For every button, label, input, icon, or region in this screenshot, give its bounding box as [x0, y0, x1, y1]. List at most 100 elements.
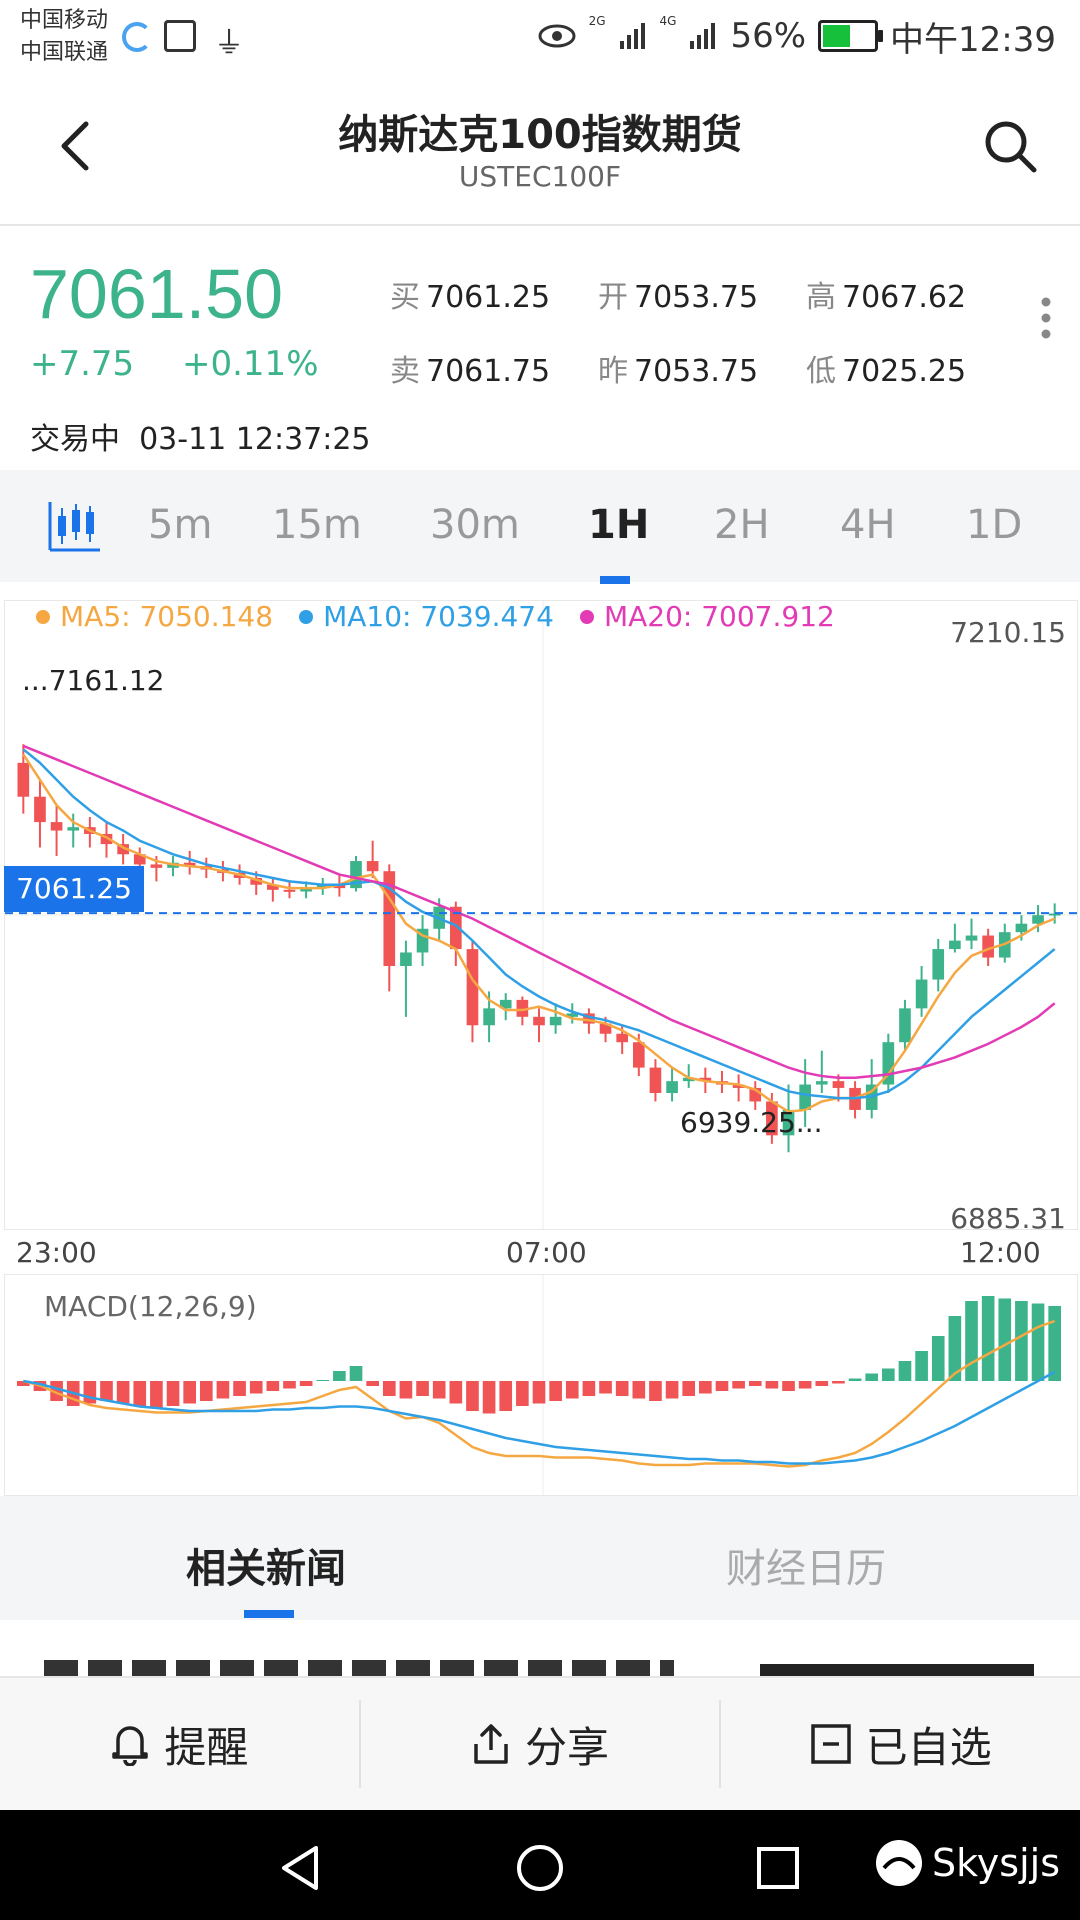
macd-histogram-bar — [649, 1381, 662, 1401]
tab-1h[interactable]: 1H — [588, 502, 650, 548]
candle-body — [67, 827, 80, 831]
page-title: 纳斯达克100指数期货 — [338, 112, 742, 158]
macd-histogram-bar — [848, 1378, 862, 1381]
candle-body — [1032, 915, 1044, 924]
macd-dea-line — [23, 1370, 1056, 1465]
macd-histogram-bar — [565, 1381, 579, 1399]
candle-body — [450, 906, 462, 950]
back-arrow-icon[interactable] — [50, 116, 110, 176]
candle-body — [283, 889, 296, 892]
macd-histogram-bar — [665, 1381, 679, 1399]
share-button[interactable]: 分享 — [361, 1700, 722, 1788]
macd-histogram-bar — [16, 1381, 30, 1386]
open-label: 开 — [598, 280, 628, 315]
macd-histogram-bar — [965, 1301, 978, 1381]
candle-body — [133, 854, 146, 865]
high-value: 7067.62 — [842, 280, 967, 315]
watermark-text: Skysjjs — [932, 1841, 1060, 1885]
candle-body — [949, 940, 961, 950]
watchlist-button[interactable]: 已自选 — [721, 1700, 1080, 1788]
nav-recents-icon[interactable] — [756, 1846, 800, 1890]
candle-body — [566, 1013, 579, 1017]
macd-histogram-bar — [100, 1381, 113, 1401]
macd-histogram-bar — [632, 1381, 646, 1399]
candle-body — [666, 1081, 678, 1094]
tab-4h[interactable]: 4H — [840, 502, 896, 548]
ask-label: 卖 — [390, 354, 420, 389]
candle-body — [932, 949, 945, 980]
signal-icon-1 — [619, 23, 645, 49]
macd-histogram-bar — [333, 1371, 346, 1381]
candlestick-chart-icon[interactable] — [46, 498, 102, 554]
tab-economic-calendar[interactable]: 财经日历 — [726, 1546, 886, 1592]
candle-body — [982, 935, 994, 958]
macd-histogram-bar — [882, 1368, 895, 1381]
tab-15m[interactable]: 15m — [272, 502, 362, 548]
macd-histogram-bar — [199, 1381, 213, 1401]
tab-2h[interactable]: 2H — [714, 502, 770, 548]
news-tabs: 相关新闻 财经日历 — [0, 1496, 1080, 1620]
macd-histogram-bar — [981, 1296, 995, 1381]
current-price-tag: 7061.25 — [4, 866, 144, 912]
candlestick-chart[interactable] — [4, 600, 1078, 1230]
news-list-peek[interactable] — [0, 1620, 1080, 1676]
active-tab-indicator — [600, 576, 630, 584]
macd-histogram-bar — [316, 1380, 330, 1381]
ma10-label: MA10: 7039.474 — [323, 600, 554, 633]
net-type-1: 2G — [588, 14, 606, 28]
macd-histogram-bar — [1048, 1306, 1062, 1381]
macd-histogram-bar — [865, 1373, 879, 1381]
alert-button[interactable]: 提醒 — [0, 1700, 361, 1788]
candle-body — [333, 884, 346, 889]
macd-histogram-bar — [466, 1381, 479, 1411]
macd-histogram-bar — [249, 1381, 263, 1394]
candle-body — [499, 999, 512, 1009]
candle-body — [533, 1016, 545, 1026]
macd-histogram-bar — [516, 1381, 529, 1406]
watchlist-label: 已自选 — [865, 1722, 992, 1772]
macd-histogram-bar — [815, 1381, 829, 1386]
candle-body — [699, 1077, 712, 1082]
macd-histogram-bar — [482, 1381, 496, 1414]
tab-30m[interactable]: 30m — [430, 502, 520, 548]
tab-related-news[interactable]: 相关新闻 — [186, 1546, 346, 1592]
bid-quote: 买 7061.25 — [390, 272, 550, 316]
macd-chart[interactable] — [4, 1274, 1078, 1496]
nav-back-icon[interactable] — [276, 1844, 324, 1892]
nav-home-icon[interactable] — [516, 1844, 564, 1892]
candle-body — [400, 952, 412, 967]
share-label: 分享 — [525, 1722, 610, 1772]
price-change-percent: +0.11% — [182, 344, 319, 384]
ask-quote: 卖 7061.75 — [390, 346, 550, 390]
tab-5m[interactable]: 5m — [148, 502, 213, 548]
macd-histogram-bar — [133, 1381, 147, 1406]
low-quote: 低 7025.25 — [806, 346, 966, 390]
candle-body — [483, 1008, 495, 1026]
candle-body — [549, 1016, 562, 1026]
candlestick-chart-svg — [5, 601, 1077, 1229]
candle-body — [1048, 913, 1061, 916]
macd-histogram-bar — [1015, 1301, 1028, 1381]
tab-1d[interactable]: 1D — [966, 502, 1023, 548]
candle-body — [749, 1087, 762, 1102]
candle-body — [416, 928, 429, 953]
candle-body — [350, 861, 362, 889]
macd-histogram-bar — [732, 1381, 745, 1389]
price-change: +7.75 — [30, 344, 135, 384]
candle-body — [34, 796, 46, 823]
search-icon[interactable] — [980, 116, 1040, 176]
header: 纳斯达克100指数期货 USTEC100F — [0, 72, 1080, 226]
macd-histogram-bar — [832, 1381, 845, 1384]
macd-histogram-bar — [931, 1336, 945, 1381]
ma-legend: MA5: 7050.148 MA10: 7039.474 MA20: 7007.… — [36, 600, 835, 633]
candle-body — [799, 1084, 811, 1110]
symbol-code: USTEC100F — [458, 160, 622, 193]
macd-histogram-bar — [599, 1381, 612, 1394]
candle-body — [766, 1101, 778, 1136]
battery-percent: 56% — [730, 16, 807, 56]
carrier-2: 中国联通 — [20, 40, 109, 65]
macd-histogram-bar — [416, 1381, 429, 1396]
macd-histogram-bar — [399, 1381, 413, 1399]
more-vertical-icon[interactable] — [1040, 296, 1052, 340]
macd-histogram-bar — [765, 1381, 779, 1389]
